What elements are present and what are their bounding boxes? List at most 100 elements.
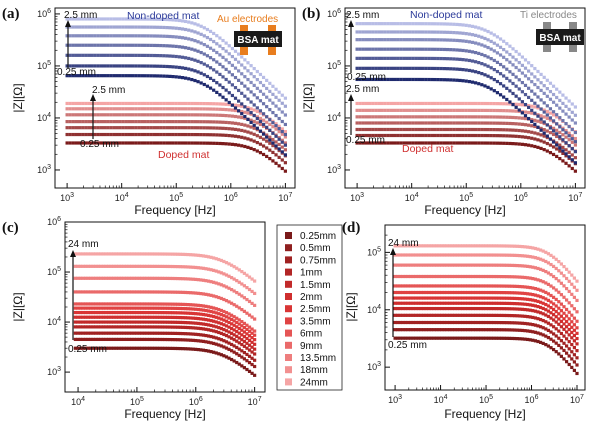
data-point [219, 353, 223, 357]
data-point [158, 311, 162, 315]
data-point [470, 80, 475, 84]
data-point [408, 108, 412, 112]
data-point [463, 306, 467, 311]
data-point [258, 129, 263, 133]
data-point [173, 276, 177, 281]
data-point [130, 302, 134, 306]
data-point [189, 338, 193, 342]
data-point [65, 53, 69, 57]
data-point [186, 307, 190, 311]
data-point [544, 250, 548, 254]
data-point [492, 244, 496, 248]
data-point [398, 253, 402, 257]
data-point [215, 90, 219, 95]
data-point [148, 331, 152, 335]
data-point [510, 296, 514, 300]
data-point [507, 313, 512, 318]
data-point [567, 327, 571, 332]
data-point [121, 132, 125, 137]
data-point [217, 337, 221, 341]
data-point [439, 115, 443, 119]
data-point [224, 315, 229, 319]
panel-b-d-label: Doped mat [402, 143, 453, 155]
data-point [416, 296, 421, 300]
data-point [567, 301, 571, 305]
data-point [449, 121, 453, 125]
data-point [178, 320, 182, 325]
data-point [155, 64, 160, 68]
data-point [76, 264, 80, 268]
data-point [430, 133, 434, 138]
data-point [559, 302, 564, 306]
data-point [554, 320, 558, 324]
data-point [427, 66, 431, 70]
data-point [489, 133, 493, 138]
data-point [514, 58, 518, 62]
data-point [559, 281, 564, 285]
data-point [102, 132, 107, 137]
data-point [81, 331, 85, 335]
data-point [81, 53, 85, 57]
data-point [68, 101, 72, 106]
data-point [162, 74, 166, 78]
data-point [549, 306, 553, 310]
data-point [396, 328, 400, 332]
data-point [445, 328, 449, 332]
data-point [165, 302, 170, 306]
data-point [84, 302, 88, 306]
data-point [440, 306, 444, 311]
data-point [174, 26, 178, 30]
data-point [237, 143, 241, 147]
data-point [411, 101, 415, 106]
data-point [392, 30, 397, 34]
data-point [396, 244, 400, 248]
data-point [510, 284, 514, 288]
data-point [486, 85, 490, 89]
data-point [177, 113, 181, 117]
data-point [575, 356, 579, 360]
data-point [389, 127, 394, 132]
legend-entry: 3.5mm [300, 316, 331, 327]
data-point [520, 129, 524, 133]
data-point [118, 34, 122, 38]
data-point [361, 115, 365, 119]
data-point [84, 141, 88, 145]
data-point [389, 30, 394, 34]
data-point [186, 316, 190, 320]
data-point [448, 301, 452, 305]
data-point [168, 44, 172, 48]
data-point [250, 327, 254, 331]
data-point [194, 312, 198, 316]
data-point [168, 325, 172, 329]
data-point [121, 17, 125, 21]
data-point [199, 308, 203, 312]
data-point [401, 301, 405, 305]
legend-entry: 24mm [300, 377, 328, 388]
data-point [202, 26, 206, 30]
data-point [86, 306, 90, 310]
data-point [502, 263, 506, 267]
data-point [420, 30, 425, 34]
data-point [87, 132, 91, 137]
data-point [202, 52, 206, 56]
data-point [165, 17, 169, 22]
data-point [196, 120, 200, 124]
data-point [533, 66, 537, 71]
data-point [498, 93, 503, 97]
data-point [124, 306, 129, 310]
data-point [498, 45, 503, 49]
data-point [118, 132, 122, 137]
data-point [101, 276, 106, 280]
data-point [442, 141, 447, 145]
data-point [162, 126, 166, 130]
data-point [78, 252, 83, 256]
data-point [416, 274, 421, 279]
data-point [212, 120, 216, 124]
data-point [112, 25, 116, 29]
data-point [468, 336, 473, 340]
data-point [424, 263, 428, 267]
data-point [517, 142, 521, 146]
data-point [445, 290, 449, 295]
data-point [189, 277, 193, 281]
